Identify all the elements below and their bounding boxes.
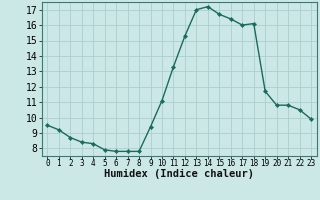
X-axis label: Humidex (Indice chaleur): Humidex (Indice chaleur) — [104, 169, 254, 179]
